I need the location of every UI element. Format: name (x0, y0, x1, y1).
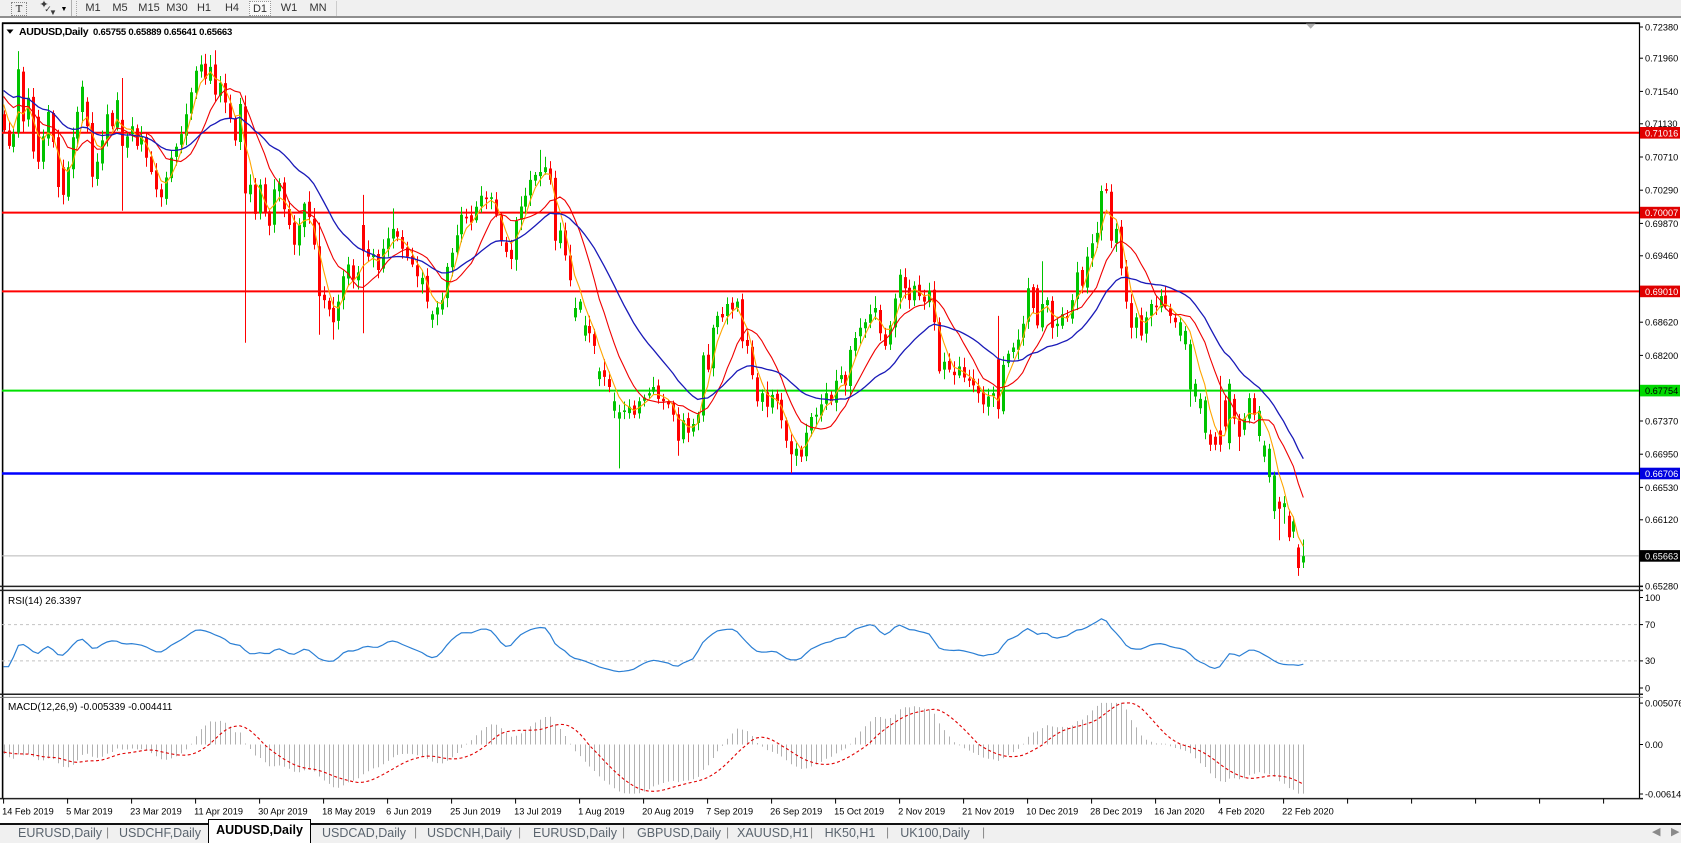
svg-text:30 Apr 2019: 30 Apr 2019 (258, 807, 308, 817)
svg-text:0.70007: 0.70007 (1645, 208, 1678, 218)
svg-text:10 Dec 2019: 10 Dec 2019 (1026, 807, 1078, 817)
svg-text:0.69870: 0.69870 (1645, 219, 1678, 229)
svg-text:30: 30 (1645, 656, 1655, 666)
svg-text:100: 100 (1645, 593, 1660, 603)
svg-text:0: 0 (1645, 683, 1650, 693)
svg-text:0.70290: 0.70290 (1645, 186, 1678, 196)
svg-text:0.65755 0.65889 0.65641 0.6566: 0.65755 0.65889 0.65641 0.65663 (93, 27, 232, 38)
svg-text:18 May 2019: 18 May 2019 (322, 807, 375, 817)
svg-text:7 Sep 2019: 7 Sep 2019 (706, 807, 753, 817)
svg-text:25 Jun 2019: 25 Jun 2019 (450, 807, 501, 817)
svg-text:20 Aug 2019: 20 Aug 2019 (642, 807, 694, 817)
svg-text:0.71016: 0.71016 (1645, 128, 1678, 138)
svg-text:AUDUSD,Daily: AUDUSD,Daily (19, 26, 89, 38)
svg-text:0.005076: 0.005076 (1645, 699, 1681, 709)
svg-text:0.70710: 0.70710 (1645, 152, 1678, 162)
svg-text:0.69010: 0.69010 (1645, 287, 1678, 297)
svg-text:16 Jan 2020: 16 Jan 2020 (1154, 807, 1205, 817)
svg-text:0.65663: 0.65663 (1645, 552, 1678, 562)
svg-text:14 Feb 2019: 14 Feb 2019 (2, 807, 54, 817)
svg-text:2 Nov 2019: 2 Nov 2019 (898, 807, 945, 817)
svg-text:0.66706: 0.66706 (1645, 469, 1678, 479)
svg-text:0.71130: 0.71130 (1645, 119, 1678, 129)
svg-text:1 Aug 2019: 1 Aug 2019 (578, 807, 625, 817)
svg-text:11 Apr 2019: 11 Apr 2019 (194, 807, 243, 817)
svg-text:0.72380: 0.72380 (1645, 22, 1678, 32)
svg-text:26 Sep 2019: 26 Sep 2019 (770, 807, 822, 817)
svg-text:0.71540: 0.71540 (1645, 87, 1678, 97)
svg-text:0.66950: 0.66950 (1645, 450, 1678, 460)
svg-text:0.66530: 0.66530 (1645, 483, 1678, 493)
svg-text:21 Nov 2019: 21 Nov 2019 (962, 807, 1014, 817)
svg-text:6 Jun 2019: 6 Jun 2019 (386, 807, 431, 817)
svg-text:RSI(14) 26.3397: RSI(14) 26.3397 (8, 596, 82, 607)
svg-text:0.68200: 0.68200 (1645, 351, 1678, 361)
svg-text:0.68620: 0.68620 (1645, 318, 1678, 328)
svg-text:0.69460: 0.69460 (1645, 251, 1678, 261)
svg-text:0.67754: 0.67754 (1645, 386, 1678, 396)
svg-text:0.00: 0.00 (1645, 740, 1663, 750)
svg-text:70: 70 (1645, 620, 1655, 630)
svg-text:-0.006148: -0.006148 (1645, 789, 1681, 799)
svg-text:13 Jul 2019: 13 Jul 2019 (514, 807, 562, 817)
svg-text:22 Feb 2020: 22 Feb 2020 (1282, 807, 1334, 817)
svg-text:0.67370: 0.67370 (1645, 416, 1678, 426)
svg-text:0.71960: 0.71960 (1645, 54, 1678, 64)
svg-text:5 Mar 2019: 5 Mar 2019 (66, 807, 112, 817)
svg-text:MACD(12,26,9) -0.005339 -0.004: MACD(12,26,9) -0.005339 -0.004411 (8, 702, 173, 713)
svg-text:23 Mar 2019: 23 Mar 2019 (130, 807, 182, 817)
svg-text:28 Dec 2019: 28 Dec 2019 (1090, 807, 1142, 817)
svg-text:4 Feb 2020: 4 Feb 2020 (1218, 807, 1265, 817)
svg-text:15 Oct 2019: 15 Oct 2019 (834, 807, 884, 817)
svg-text:0.66120: 0.66120 (1645, 515, 1678, 525)
svg-text:0.65280: 0.65280 (1645, 582, 1678, 592)
